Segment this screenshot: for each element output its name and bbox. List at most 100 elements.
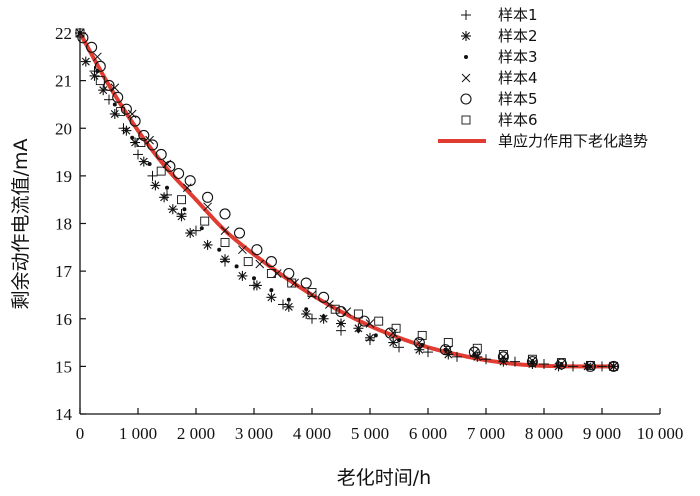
data-point [130, 135, 135, 140]
data-point [220, 226, 230, 235]
data-point [138, 129, 150, 141]
y-tick-label: 17 [55, 262, 73, 281]
data-point [497, 351, 509, 363]
data-point [220, 238, 230, 248]
data-point [136, 138, 146, 147]
data-point [167, 204, 178, 215]
x-axis-title: 老化时间/h [337, 467, 431, 489]
data-point [417, 330, 427, 340]
data-point [95, 76, 105, 86]
data-point [173, 167, 185, 180]
data-point [147, 161, 152, 166]
series-sample-5 [77, 32, 620, 372]
data-point [272, 269, 282, 278]
legend-label-trend: 单应力作用下老化趋势 [498, 132, 648, 150]
data-point [374, 316, 384, 326]
data-point [203, 202, 212, 212]
legend-marker [460, 93, 472, 105]
y-tick-label: 14 [55, 405, 73, 424]
data-point [443, 345, 453, 355]
axes [79, 30, 660, 415]
data-point [307, 288, 317, 298]
x-tick-label: 2 000 [177, 424, 215, 443]
data-point [287, 278, 297, 288]
data-point [145, 135, 154, 145]
data-point [112, 91, 124, 103]
data-point [304, 307, 309, 312]
data-point [384, 327, 396, 339]
series-sample-2 [75, 28, 619, 372]
data-point [391, 323, 401, 333]
data-point [556, 358, 566, 368]
data-point [539, 358, 549, 369]
data-point [609, 362, 618, 371]
data-point [397, 338, 401, 343]
data-point [86, 41, 98, 53]
data-point [164, 160, 176, 172]
y-axis-title: 剩余动作电流值/mA [10, 139, 32, 310]
data-point [233, 227, 246, 239]
data-point [110, 83, 120, 93]
data-point [176, 211, 187, 222]
data-point [266, 292, 277, 303]
legend-label: 样本3 [498, 48, 538, 66]
data-point [219, 208, 231, 220]
data-point [234, 264, 239, 269]
data-point [184, 175, 196, 187]
data-point [251, 280, 262, 291]
data-point [94, 60, 106, 72]
data-point [130, 137, 141, 148]
data-point [286, 297, 291, 302]
data-point [342, 307, 352, 316]
data-point [146, 139, 159, 151]
legend-marker [461, 10, 471, 20]
data-point [202, 191, 214, 203]
data-point [265, 256, 277, 268]
x-ticks: 0 1 000 2 000 3 000 4 000 5 000 6 000 7 000 8 00… [76, 408, 683, 443]
data-point [318, 313, 329, 324]
data-point [443, 338, 453, 348]
data-point [414, 338, 424, 347]
data-point [150, 180, 161, 191]
data-point [243, 257, 253, 267]
y-tick-label: 22 [55, 24, 72, 43]
legend-marker [461, 115, 471, 125]
data-point [307, 290, 317, 300]
legend-marker [464, 55, 468, 59]
data-point [269, 288, 274, 293]
data-point [335, 306, 347, 318]
data-point [481, 354, 491, 365]
data-point [109, 108, 120, 119]
data-point [388, 328, 398, 338]
data-point [103, 79, 115, 91]
data-point [585, 360, 595, 370]
data-point [301, 308, 312, 319]
data-point [365, 319, 375, 328]
data-point [568, 361, 578, 372]
y-tick-label: 15 [55, 357, 72, 376]
series-sample-6 [75, 28, 619, 371]
legend-label: 样本1 [498, 6, 538, 24]
data-point [199, 226, 204, 231]
data-point [217, 247, 222, 252]
x-tick-label: 7 000 [467, 424, 505, 443]
data-point [156, 166, 166, 176]
data-point [388, 337, 399, 348]
x-tick-label: 6 000 [409, 424, 447, 443]
data-point [182, 207, 187, 212]
data-point [112, 102, 117, 107]
data-point [365, 332, 375, 343]
data-point [609, 361, 619, 371]
data-point [283, 267, 295, 280]
y-tick-label: 21 [55, 72, 72, 91]
data-point [300, 277, 312, 289]
data-point [283, 301, 294, 312]
x-tick-label: 1 000 [119, 424, 157, 443]
data-point [394, 342, 404, 353]
data-point [121, 125, 132, 136]
data-point [452, 351, 462, 362]
data-point [200, 216, 210, 226]
legend-label: 样本6 [498, 111, 538, 129]
y-tick-label: 20 [55, 119, 72, 138]
